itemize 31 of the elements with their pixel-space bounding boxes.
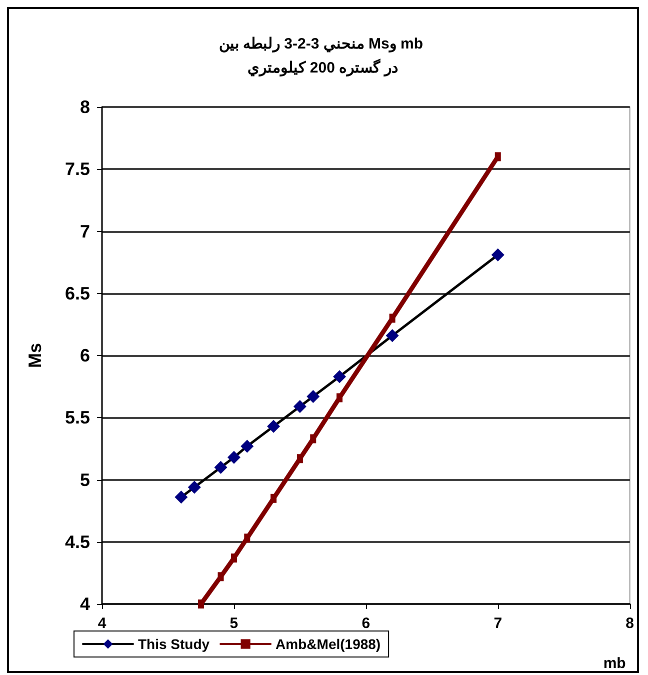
y-tick-label: 5 (80, 470, 90, 490)
point (188, 480, 201, 494)
x-tick-label: 8 (626, 615, 634, 632)
y-axis-title: Ms (25, 342, 45, 368)
y-tick-label: 4.5 (64, 532, 90, 552)
point (198, 600, 204, 608)
x-tick-label: 6 (362, 615, 370, 632)
point (333, 370, 346, 384)
x-axis-title: mb (603, 655, 626, 672)
point (306, 390, 320, 404)
x-tick-label: 7 (494, 615, 502, 632)
y-tick-label: 8 (80, 97, 90, 117)
y-tick-label: 6 (80, 346, 90, 366)
point (267, 420, 280, 433)
y-tick-label: 6.5 (64, 283, 90, 304)
point (386, 329, 399, 342)
x-tick-label: 4 (98, 615, 107, 632)
point (227, 450, 240, 464)
point (214, 460, 228, 474)
chart-title: منحني 3-2-3 رلبطه بين Msو mb در گستره 200 كيلومتري (218, 36, 428, 78)
point (491, 248, 504, 262)
y-tick-label: 7 (80, 221, 90, 242)
y-tick-label: 5.5 (64, 408, 90, 428)
point (293, 400, 306, 413)
legend-label: This Study (138, 636, 210, 652)
y-tick-label: 4 (80, 594, 90, 614)
legend-label: Amb&Mel(1988) (276, 636, 381, 652)
point (240, 440, 254, 453)
x-tick-label: 5 (230, 615, 238, 632)
point (174, 490, 188, 504)
y-tick-label: 7.5 (64, 159, 90, 180)
